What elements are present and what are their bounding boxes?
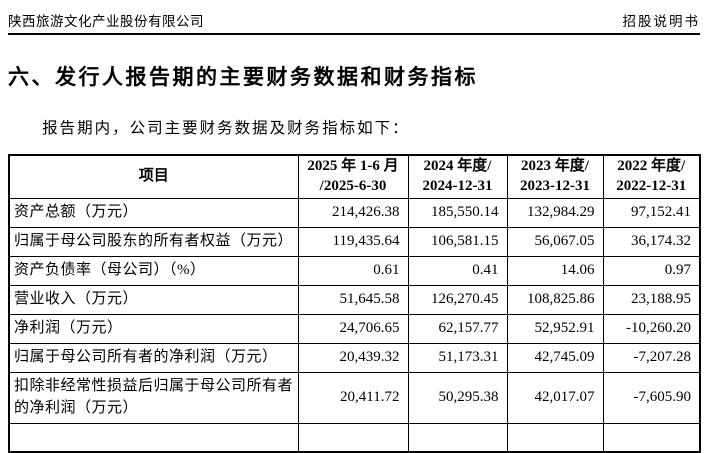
cell-value: 126,270.45 bbox=[407, 284, 508, 315]
table-row: 扣除非经常性损益后归属于母公司所有者的净利润（万元） 20,411.72 50,… bbox=[8, 371, 701, 424]
cell-value: 51,173.31 bbox=[407, 342, 508, 373]
cell-value: 24,706.65 bbox=[297, 313, 409, 344]
intro-paragraph: 报告期内，公司主要财务数据及财务指标如下： bbox=[42, 120, 410, 137]
cell-value: 0.61 bbox=[297, 255, 409, 286]
cell-value: -10,260.20 bbox=[602, 313, 701, 344]
row-label: 营业收入（万元） bbox=[8, 284, 299, 315]
cell-value: 42,017.07 bbox=[506, 371, 604, 424]
cell-value: 23,188.95 bbox=[602, 284, 701, 315]
cell-value: 62,157.77 bbox=[407, 313, 508, 344]
row-label: 资产总额（万元） bbox=[8, 197, 299, 228]
cell-value: 56,067.05 bbox=[506, 226, 604, 257]
column-header-2023: 2023 年度/2023-12-31 bbox=[506, 154, 604, 199]
table-row: 归属于母公司股东的所有者权益（万元） 119,435.64 106,581.15… bbox=[8, 226, 701, 257]
cell-value: 0.41 bbox=[407, 255, 508, 286]
cell-value: 36,174.32 bbox=[602, 226, 701, 257]
section-title: 六、发行人报告期的主要财务数据和财务指标 bbox=[8, 66, 478, 89]
column-header-item: 项目 bbox=[8, 154, 299, 199]
row-label: 净利润（万元） bbox=[8, 313, 299, 344]
cell-value: 14.06 bbox=[506, 255, 604, 286]
column-header-2024: 2024 年度/2024-12-31 bbox=[407, 154, 508, 199]
financial-data-table: 项目 2025 年 1-6 月/2025-6-30 2024 年度/2024-1… bbox=[8, 154, 701, 453]
cell-value: 51,645.58 bbox=[297, 284, 409, 315]
row-label: 资产负债率（母公司）（%） bbox=[8, 255, 299, 286]
cell-value: 108,825.86 bbox=[506, 284, 604, 315]
company-name: 陕西旅游文化产业股份有限公司 bbox=[8, 14, 204, 29]
table-row: 归属于母公司所有者的净利润（万元） 20,439.32 51,173.31 42… bbox=[8, 342, 701, 373]
cell-value: 50,295.38 bbox=[407, 371, 508, 424]
table-header-row: 项目 2025 年 1-6 月/2025-6-30 2024 年度/2024-1… bbox=[8, 154, 701, 199]
cell-value: 42,745.09 bbox=[506, 342, 604, 373]
table-row: 资产负债率（母公司）（%） 0.61 0.41 14.06 0.97 bbox=[8, 255, 701, 286]
table-row-partial bbox=[8, 422, 701, 452]
cell-value: 132,984.29 bbox=[506, 197, 604, 228]
cell-value: 106,581.15 bbox=[407, 226, 508, 257]
page-header: 陕西旅游文化产业股份有限公司 招股说明书 bbox=[8, 0, 700, 35]
table-row: 净利润（万元） 24,706.65 62,157.77 52,952.91 -1… bbox=[8, 313, 701, 344]
document-type-label: 招股说明书 bbox=[622, 14, 700, 29]
row-label: 归属于母公司股东的所有者权益（万元） bbox=[8, 226, 299, 257]
cell-value: 185,550.14 bbox=[407, 197, 508, 228]
cell-value: 20,411.72 bbox=[297, 371, 409, 424]
cell-value: 214,426.38 bbox=[297, 197, 409, 228]
cell-value: 52,952.91 bbox=[506, 313, 604, 344]
row-label: 归属于母公司所有者的净利润（万元） bbox=[8, 342, 299, 373]
cell-value: -7,207.28 bbox=[602, 342, 701, 373]
table-row: 营业收入（万元） 51,645.58 126,270.45 108,825.86… bbox=[8, 284, 701, 315]
cell-value: 0.97 bbox=[602, 255, 701, 286]
cell-value: 20,439.32 bbox=[297, 342, 409, 373]
cell-value: 97,152.41 bbox=[602, 197, 701, 228]
column-header-2022: 2022 年度/2022-12-31 bbox=[602, 154, 701, 199]
column-header-2025: 2025 年 1-6 月/2025-6-30 bbox=[297, 154, 409, 199]
table-row: 资产总额（万元） 214,426.38 185,550.14 132,984.2… bbox=[8, 197, 701, 228]
row-label: 扣除非经常性损益后归属于母公司所有者的净利润（万元） bbox=[8, 371, 299, 424]
cell-value: -7,605.90 bbox=[602, 371, 701, 424]
cell-value: 119,435.64 bbox=[297, 226, 409, 257]
